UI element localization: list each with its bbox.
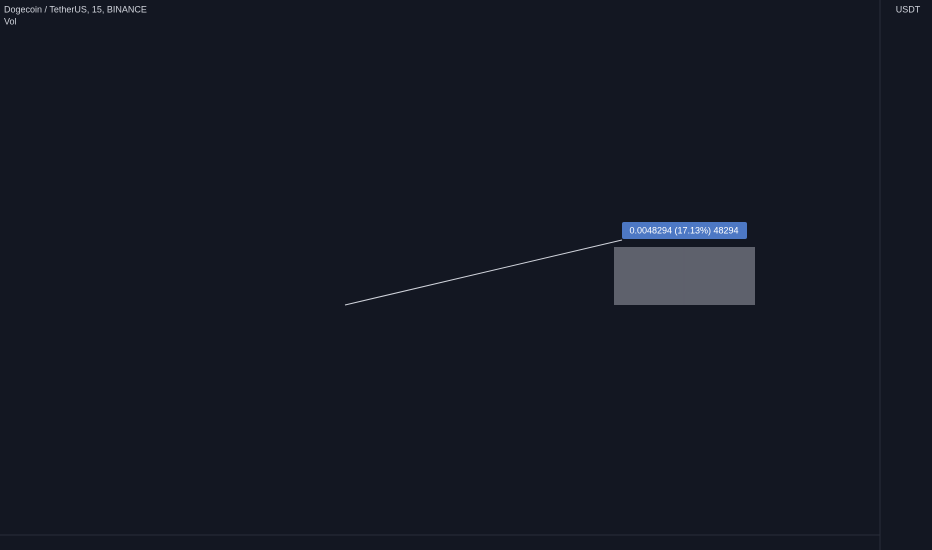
currency: USDT (896, 4, 921, 14)
measure-label-box (622, 222, 747, 239)
volume-legend: Vol (4, 16, 17, 26)
measure-label: 0.0048294 (17.13%) 48294 (629, 225, 738, 235)
chart-title: Dogecoin / TetherUS, 15, BINANCE (4, 4, 147, 14)
trend-line (344, 239, 623, 306)
currency-box (888, 3, 928, 17)
